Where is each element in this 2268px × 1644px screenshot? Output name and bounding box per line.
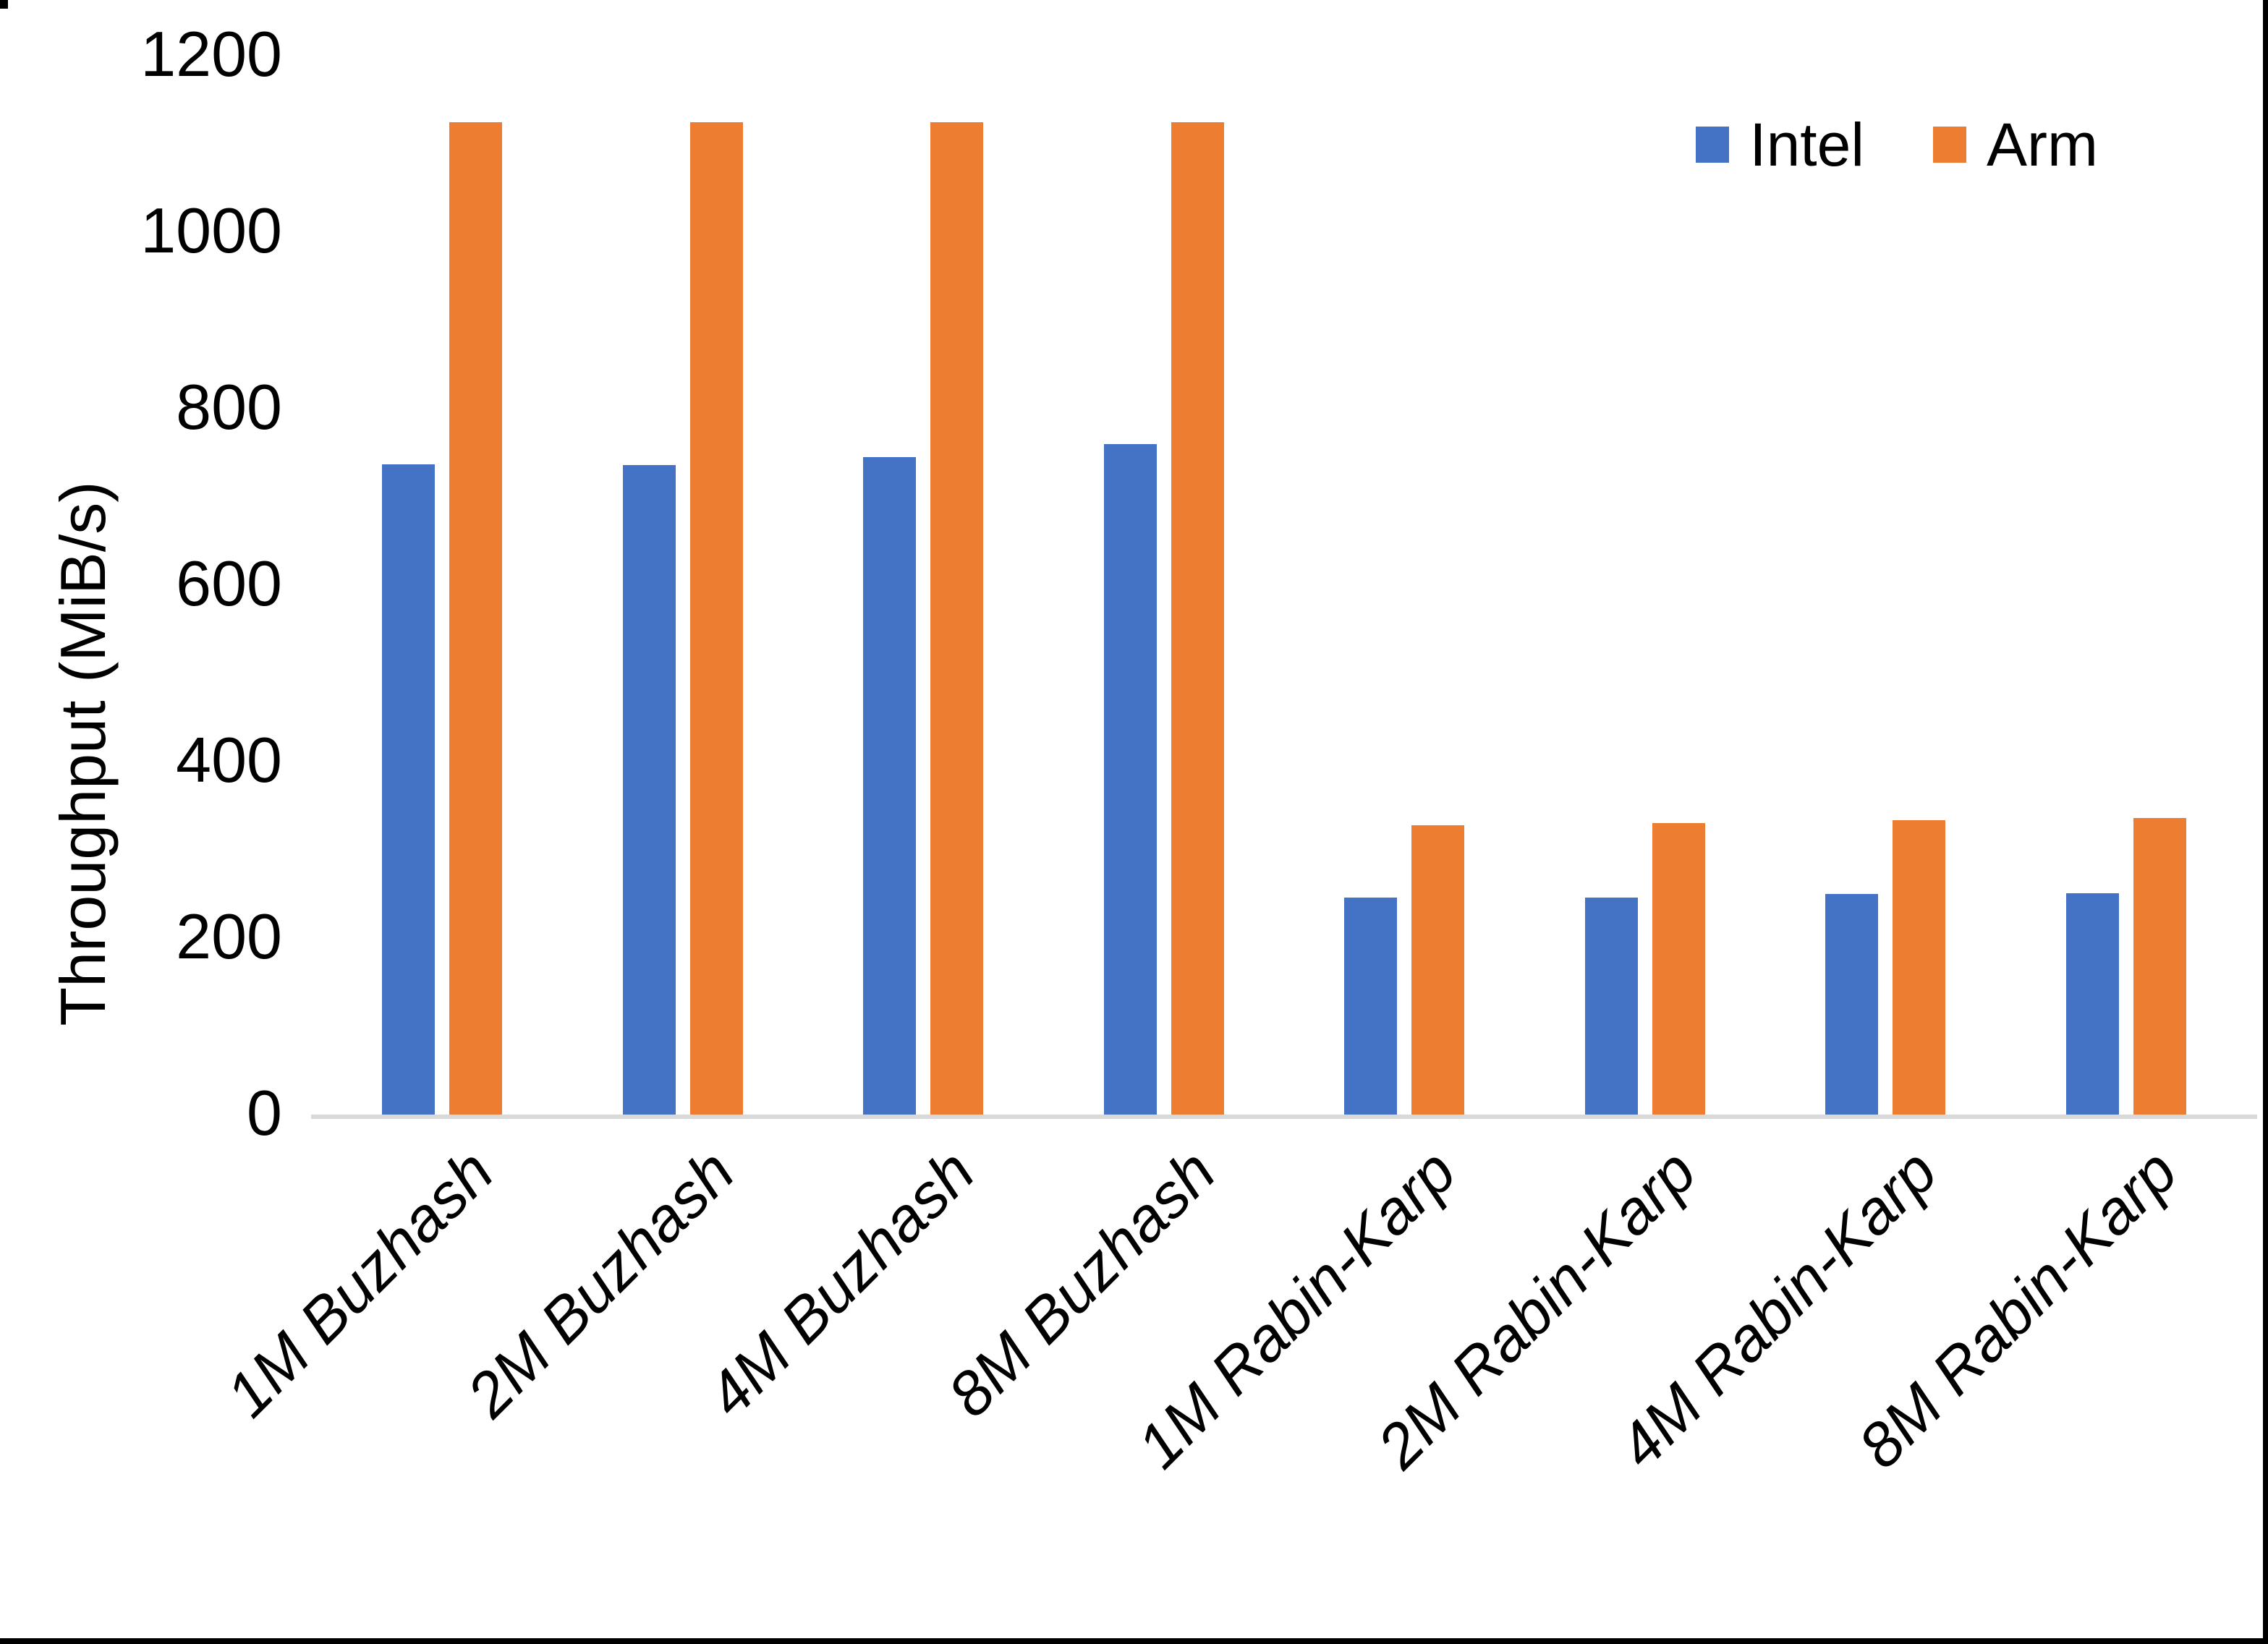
bar-intel-1m-rabin-karp bbox=[1344, 897, 1398, 1115]
y-tick-label-200: 200 bbox=[176, 900, 282, 973]
y-tick-label-1000: 1000 bbox=[140, 195, 282, 267]
bar-arm-1m-buzhash bbox=[449, 122, 503, 1115]
legend-item-arm: Arm bbox=[1933, 114, 2098, 175]
legend-swatch-arm bbox=[1933, 127, 1967, 163]
bar-arm-8m-buzhash bbox=[1171, 122, 1224, 1115]
bar-arm-1m-rabin-karp bbox=[1411, 825, 1465, 1115]
legend-label-intel: Intel bbox=[1749, 111, 1865, 179]
plot-area bbox=[322, 56, 2246, 1115]
bar-intel-8m-buzhash bbox=[1103, 443, 1157, 1115]
screen-corner-artifact bbox=[0, 0, 8, 9]
y-tick-label-1200: 1200 bbox=[140, 18, 282, 90]
bar-arm-4m-rabin-karp bbox=[1893, 819, 1946, 1115]
bar-intel-4m-rabin-karp bbox=[1825, 894, 1879, 1115]
legend-swatch-intel bbox=[1696, 127, 1730, 163]
y-tick-label-0: 0 bbox=[247, 1077, 282, 1149]
y-tick-label-400: 400 bbox=[176, 724, 282, 796]
screen-edge-bottom bbox=[0, 1638, 2268, 1644]
legend-item-intel: Intel bbox=[1696, 114, 1864, 175]
y-tick-label-600: 600 bbox=[176, 548, 282, 620]
legend: Intel Arm bbox=[1696, 114, 2098, 175]
bar-intel-2m-rabin-karp bbox=[1584, 897, 1638, 1115]
bar-intel-4m-buzhash bbox=[863, 457, 917, 1115]
x-axis-line bbox=[311, 1115, 2257, 1119]
bar-arm-8m-rabin-karp bbox=[2133, 818, 2186, 1115]
screen-edge-right bbox=[2263, 0, 2268, 1644]
bar-arm-2m-rabin-karp bbox=[1652, 823, 1705, 1115]
bar-intel-8m-rabin-karp bbox=[2065, 893, 2119, 1115]
bar-arm-2m-buzhash bbox=[689, 122, 743, 1115]
bar-intel-1m-buzhash bbox=[382, 464, 436, 1115]
y-tick-label-800: 800 bbox=[176, 371, 282, 443]
bar-intel-2m-buzhash bbox=[622, 465, 676, 1115]
legend-label-arm: Arm bbox=[1987, 111, 2098, 179]
bar-arm-4m-buzhash bbox=[930, 122, 984, 1115]
